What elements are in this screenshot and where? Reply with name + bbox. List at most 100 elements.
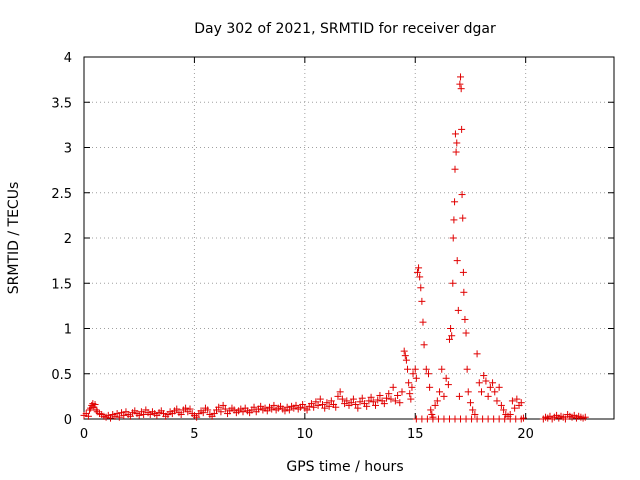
data-point	[409, 370, 417, 378]
data-point	[486, 383, 494, 391]
data-point	[426, 383, 434, 391]
data-point	[140, 410, 148, 418]
data-point	[415, 264, 423, 272]
data-point	[343, 397, 351, 405]
data-point	[420, 341, 428, 349]
data-point	[257, 402, 265, 410]
data-point	[489, 379, 497, 387]
data-point	[310, 403, 318, 411]
data-point	[452, 148, 460, 156]
data-point	[292, 401, 300, 409]
data-point	[447, 325, 455, 332]
data-point	[581, 413, 589, 421]
data-point	[115, 413, 123, 421]
data-point	[363, 402, 371, 410]
data-point	[401, 352, 409, 360]
data-point	[182, 404, 190, 412]
data-point	[473, 350, 481, 358]
data-point	[408, 383, 416, 391]
y-tick-label: 0	[64, 413, 72, 428]
data-point	[412, 374, 420, 382]
data-point	[336, 388, 344, 396]
data-point	[444, 381, 452, 389]
data-point	[493, 397, 501, 405]
data-point	[459, 268, 467, 276]
x-tick-label: 5	[190, 427, 198, 442]
data-point	[478, 388, 485, 396]
data-point	[250, 403, 258, 411]
data-point	[107, 414, 114, 422]
data-point	[454, 306, 462, 314]
data-point	[400, 347, 408, 355]
data-point	[303, 406, 311, 414]
data-point	[449, 279, 457, 287]
data-point	[86, 406, 94, 414]
data-point	[464, 388, 472, 396]
data-point	[365, 397, 373, 405]
data-point	[372, 401, 379, 409]
data-point	[316, 395, 324, 403]
data-point	[193, 413, 201, 421]
data-point	[407, 395, 415, 403]
data-point	[406, 390, 414, 398]
data-point	[457, 85, 465, 93]
data-point	[204, 406, 212, 414]
data-point	[369, 398, 377, 406]
data-point	[463, 365, 471, 373]
data-point	[354, 404, 362, 412]
data-point	[327, 397, 335, 405]
data-point	[511, 404, 519, 412]
data-point	[466, 399, 474, 407]
data-point	[422, 365, 430, 373]
data-point	[459, 214, 467, 222]
data-point	[462, 329, 470, 337]
data-point	[376, 391, 384, 399]
data-point	[391, 397, 399, 405]
data-point	[84, 412, 92, 420]
data-point	[517, 399, 525, 407]
data-point	[135, 411, 143, 419]
data-point	[199, 409, 207, 417]
data-point	[219, 401, 227, 409]
data-point	[449, 234, 457, 242]
data-point	[508, 397, 516, 405]
data-point	[177, 410, 185, 418]
data-point	[455, 392, 463, 400]
data-point	[411, 365, 419, 373]
grid	[84, 57, 614, 419]
data-point	[113, 410, 121, 418]
data-point	[321, 404, 329, 412]
data-point	[517, 415, 525, 423]
data-point	[458, 125, 466, 133]
data-point	[471, 410, 479, 418]
data-point	[367, 393, 375, 401]
data-point	[387, 395, 395, 403]
y-tick-label: 3	[64, 142, 72, 157]
x-tick-label: 0	[80, 427, 88, 442]
data-point	[561, 415, 569, 423]
data-point	[440, 392, 448, 400]
data-point	[436, 388, 444, 396]
data-point	[458, 191, 466, 199]
data-point	[319, 401, 326, 409]
data-point	[404, 365, 412, 373]
data-point	[215, 403, 223, 411]
data-point	[268, 405, 276, 413]
data-point	[416, 273, 424, 281]
data-point	[307, 400, 315, 408]
data-point	[457, 73, 465, 81]
data-point	[299, 401, 307, 409]
axis-ticks: 0 5 10 15 20 0 0.5 1 1.5 2 2.5 3 3.5 4	[51, 51, 614, 442]
data-point	[173, 405, 181, 413]
data-point	[396, 399, 404, 407]
data-point	[210, 410, 218, 418]
data-point	[417, 284, 425, 292]
data-point	[314, 401, 322, 409]
y-tick-label: 3.5	[51, 96, 72, 111]
x-axis-label: GPS time / hours	[286, 459, 403, 475]
y-tick-label: 0.5	[51, 368, 72, 383]
data-point	[482, 377, 490, 385]
data-point	[217, 408, 225, 416]
data-point	[456, 80, 464, 88]
data-point	[451, 198, 459, 206]
